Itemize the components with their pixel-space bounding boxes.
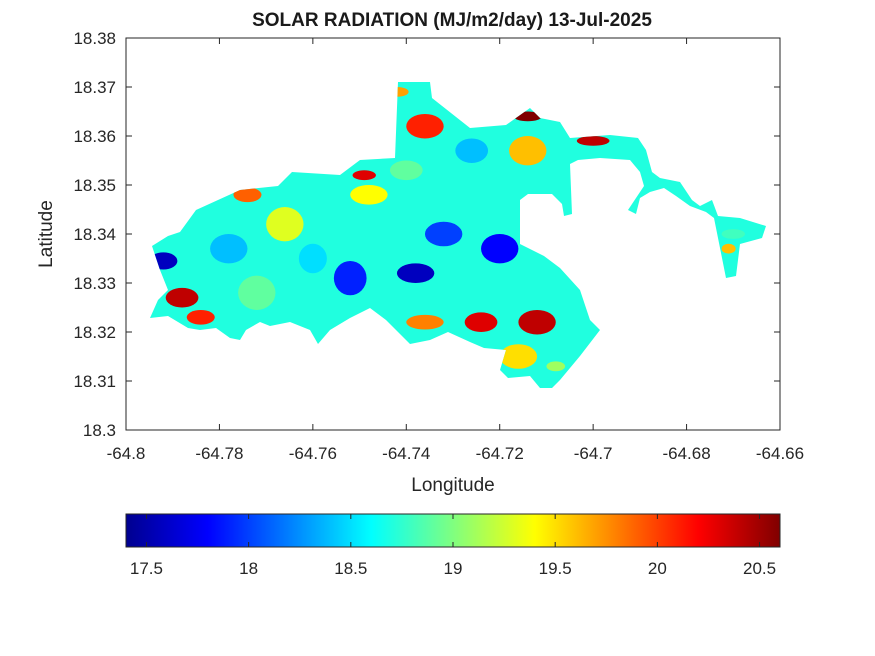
x-tick-label: -64.7 xyxy=(574,444,613,463)
y-axis-label: Latitude xyxy=(36,200,57,268)
heatmap-cell xyxy=(350,185,388,205)
heatmap-cell xyxy=(406,314,444,330)
colorbar-gradient xyxy=(125,513,781,548)
heatmap-cell xyxy=(165,287,199,308)
heatmap-cell xyxy=(352,170,376,181)
x-tick-label: -64.68 xyxy=(662,444,710,463)
x-tick-label: -64.78 xyxy=(195,444,243,463)
heatmap-cell xyxy=(238,275,276,310)
x-tick-label: -64.66 xyxy=(756,444,804,463)
y-tick-label: 18.32 xyxy=(73,323,116,342)
y-tick-label: 18.31 xyxy=(73,372,116,391)
y-tick-label: 18.34 xyxy=(73,225,116,244)
heatmap-cell xyxy=(721,243,736,254)
heatmap-cell xyxy=(721,229,745,239)
x-axis: -64.8 -64.78 -64.76 -64.74 -64.72 -64.7 -64.68… xyxy=(107,38,804,463)
heatmap-cell xyxy=(499,344,538,369)
x-tick-label: -64.76 xyxy=(289,444,337,463)
heatmap-cell xyxy=(653,199,682,210)
colorbar-tick-label: 20 xyxy=(648,559,667,578)
y-tick-label: 18.37 xyxy=(73,78,116,97)
heatmap-cell xyxy=(518,309,556,335)
heatmap-cell xyxy=(455,138,489,163)
heatmap-cell xyxy=(233,187,262,203)
heatmap-cell xyxy=(396,263,435,284)
colorbar: 17.5 18 18.5 19 19.5 20 20.5 xyxy=(125,513,781,578)
heatmap-cell xyxy=(150,252,178,270)
heatmap-cell xyxy=(210,234,248,264)
heatmap-cell xyxy=(186,309,215,325)
heatmap-cell xyxy=(266,207,304,242)
heatmap-cell xyxy=(546,361,566,372)
colorbar-tick-label: 20.5 xyxy=(743,559,776,578)
y-tick-label: 18.33 xyxy=(73,274,116,293)
heatmap-cell xyxy=(406,113,444,139)
heatmap-cell xyxy=(464,312,498,333)
y-axis: 18.3 18.31 18.32 18.33 18.34 18.35 18.36 18.37 1… xyxy=(73,29,780,440)
colorbar-tick-label: 17.5 xyxy=(130,559,163,578)
heatmap-cell xyxy=(424,221,463,247)
y-tick-label: 18.35 xyxy=(73,176,116,195)
heatmap-cells xyxy=(150,87,745,372)
x-tick-label: -64.74 xyxy=(382,444,430,463)
y-tick-label: 18.3 xyxy=(83,421,116,440)
y-tick-label: 18.38 xyxy=(73,29,116,48)
heatmap-cell xyxy=(576,136,610,146)
colorbar-tick-label: 19 xyxy=(444,559,463,578)
heatmap-cell xyxy=(513,111,542,122)
heatmap-cell xyxy=(298,243,327,274)
x-tick-label: -64.8 xyxy=(107,444,146,463)
x-axis-label: Longitude xyxy=(411,475,494,496)
heatmap-cell xyxy=(611,175,631,186)
heatmap-cell xyxy=(389,160,423,181)
colorbar-tick-label: 18.5 xyxy=(334,559,367,578)
heatmap-area xyxy=(150,82,766,388)
heatmap-cell xyxy=(333,260,367,296)
colorbar-ticks: 17.5 18 18.5 19 19.5 20 20.5 xyxy=(130,514,776,578)
x-tick-label: -64.72 xyxy=(476,444,524,463)
heatmap-cell xyxy=(481,234,519,264)
colorbar-tick-label: 18 xyxy=(239,559,258,578)
heatmap-cell xyxy=(509,136,547,166)
chart-title: SOLAR RADIATION (MJ/m2/day) 13-Jul-2025 xyxy=(252,10,652,31)
heatmap-cell xyxy=(385,87,409,97)
colorbar-tick-label: 19.5 xyxy=(539,559,572,578)
y-tick-label: 18.36 xyxy=(73,127,116,146)
